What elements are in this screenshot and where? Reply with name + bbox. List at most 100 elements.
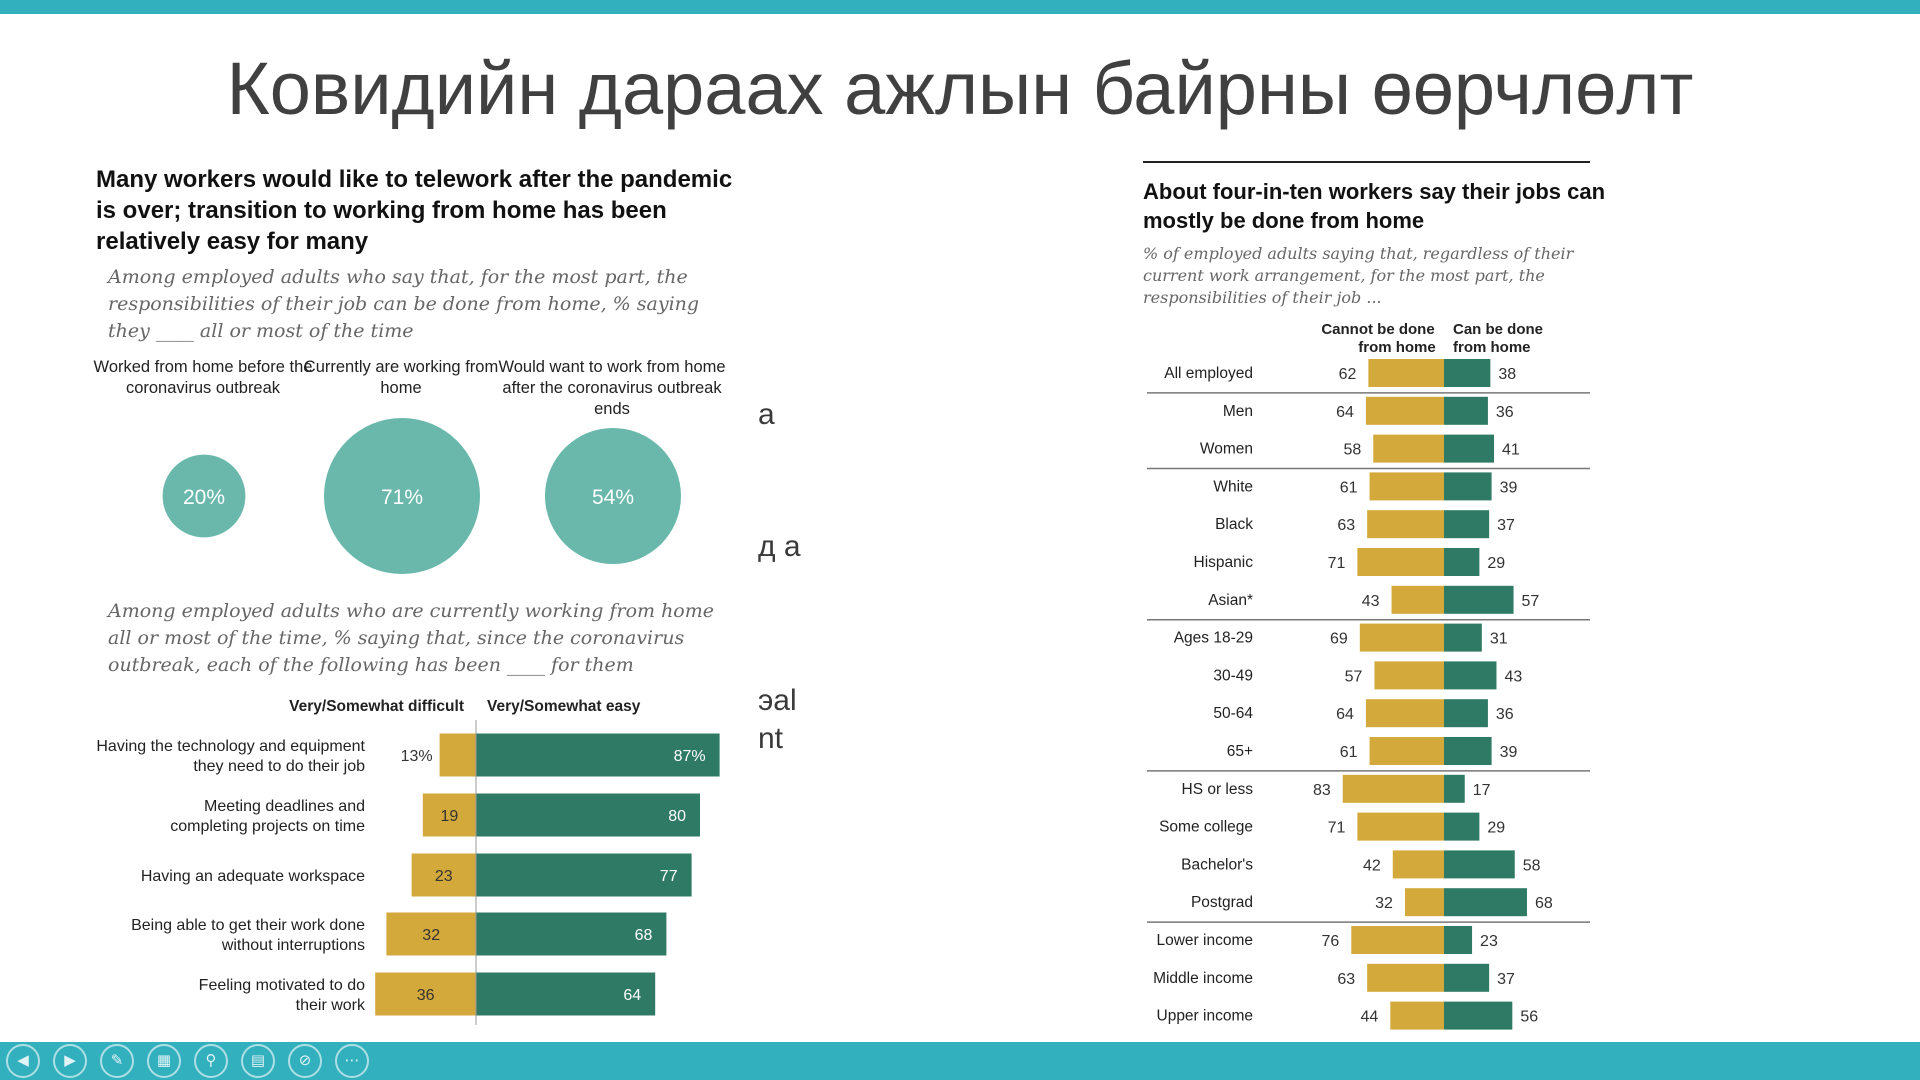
difficult-bar <box>439 733 476 777</box>
bubble-circle <box>545 428 681 564</box>
legend-difficult-label: Very/Somewhat difficult <box>289 698 464 715</box>
can-value-label: 41 <box>1502 442 1520 459</box>
can-value-label: 31 <box>1490 631 1508 648</box>
previous-icon[interactable]: ◀ <box>6 1044 40 1078</box>
difficult-bar <box>422 793 476 837</box>
slides-grid-icon[interactable]: ▦ <box>147 1044 181 1078</box>
can-value-label: 23 <box>1480 933 1498 950</box>
category-label: completing projects on time <box>170 818 365 835</box>
legend-cannot-label: from home <box>1358 339 1436 356</box>
can-bar <box>1444 548 1480 576</box>
easy-bar <box>476 793 700 837</box>
top-accent-bar <box>0 0 1920 14</box>
category-label: they need to do their job <box>193 758 365 775</box>
cannot-value-label: 58 <box>1343 442 1361 459</box>
cannot-bar <box>1342 774 1444 803</box>
category-label: White <box>1213 478 1253 495</box>
hide-icon[interactable]: ⊘ <box>288 1044 322 1078</box>
background-text-fragment: эal <box>758 684 797 717</box>
cannot-bar <box>1374 661 1444 690</box>
can-value-label: 39 <box>1500 479 1518 496</box>
bubble-value-label: 54% <box>592 486 634 509</box>
category-label: HS or less <box>1182 781 1254 798</box>
can-value-label: 57 <box>1522 593 1540 610</box>
category-label: without interruptions <box>221 937 365 954</box>
cannot-bar <box>1357 548 1444 576</box>
can-value-label: 17 <box>1473 782 1491 799</box>
pen-icon[interactable]: ✎ <box>100 1044 134 1078</box>
difficult-value-label: 32 <box>422 927 440 944</box>
cannot-value-label: 83 <box>1313 782 1331 799</box>
can-value-label: 36 <box>1496 404 1514 421</box>
can-value-label: 37 <box>1497 971 1515 988</box>
background-text-fragment: а <box>758 398 775 431</box>
can-bar <box>1444 1001 1513 1030</box>
right-chart-title: About four-in-ten workers say their jobs… <box>1143 179 1606 233</box>
next-icon[interactable]: ▶ <box>53 1044 87 1078</box>
bubble-value-label: 71% <box>381 486 423 509</box>
cannot-bar <box>1390 1001 1444 1030</box>
cannot-bar <box>1369 737 1444 765</box>
can-value-label: 68 <box>1535 895 1553 912</box>
can-bar <box>1444 812 1480 841</box>
easy-value-label: 68 <box>635 927 653 944</box>
can-bar <box>1444 434 1495 463</box>
category-label: Some college <box>1159 819 1253 836</box>
cannot-value-label: 57 <box>1345 668 1363 685</box>
can-value-label: 29 <box>1487 820 1505 837</box>
legend-can-label: from home <box>1453 339 1531 356</box>
difficult-value-label: 19 <box>441 808 459 825</box>
category-label: Black <box>1215 516 1253 533</box>
difficult-value-label: 23 <box>435 868 453 885</box>
cannot-bar <box>1368 359 1444 387</box>
can-bar <box>1444 963 1490 992</box>
can-bar <box>1444 737 1492 765</box>
subtitles-icon[interactable]: ▤ <box>241 1044 275 1078</box>
category-label: Being able to get their work done <box>131 917 365 934</box>
category-label: Lower income <box>1157 932 1254 949</box>
category-label: Having an adequate workspace <box>141 868 365 885</box>
difficult-bar <box>411 853 476 897</box>
can-bar <box>1444 661 1497 690</box>
category-label: Middle income <box>1153 970 1253 987</box>
category-label: Postgrad <box>1191 894 1253 911</box>
cannot-value-label: 42 <box>1363 857 1381 874</box>
cannot-value-label: 44 <box>1361 1009 1379 1026</box>
cannot-bar <box>1367 510 1444 539</box>
zoom-icon[interactable]: ⚲ <box>194 1044 228 1078</box>
slide-title: Ковидийн дараах ажлын байрны өөрчлөлт <box>226 47 1694 130</box>
category-label: Bachelor's <box>1181 856 1253 873</box>
can-bar <box>1444 396 1488 425</box>
cannot-value-label: 64 <box>1336 404 1354 421</box>
easy-bar <box>476 853 692 897</box>
bubble-circle <box>162 454 246 538</box>
can-bar <box>1444 472 1492 501</box>
can-value-label: 43 <box>1504 668 1522 685</box>
easy-value-label: 80 <box>668 808 686 825</box>
cannot-value-label: 63 <box>1337 517 1355 534</box>
cannot-bar <box>1373 434 1444 463</box>
cannot-value-label: 43 <box>1362 593 1380 610</box>
difficult-bar <box>375 972 476 1016</box>
category-label: All employed <box>1164 365 1253 382</box>
more-icon[interactable]: ⋯ <box>335 1044 369 1078</box>
category-label: Upper income <box>1157 1008 1254 1025</box>
bubble-chart-subtitle: Among employed adults who say that, for … <box>108 266 700 342</box>
cannot-bar <box>1369 472 1444 501</box>
difficult-value-label: 13% <box>401 748 433 765</box>
cannot-value-label: 63 <box>1337 971 1355 988</box>
easy-value-label: 64 <box>623 987 641 1004</box>
difficult-bar <box>386 912 476 956</box>
can-value-label: 36 <box>1496 706 1514 723</box>
can-value-label: 29 <box>1487 555 1505 572</box>
background-text-fragment: д а <box>758 530 801 563</box>
easy-value-label: 77 <box>660 868 678 885</box>
category-label: their work <box>296 997 366 1014</box>
category-label: Ages 18-29 <box>1174 630 1253 647</box>
background-text-fragment: nt <box>758 722 784 755</box>
can-bar <box>1444 623 1482 652</box>
cannot-bar <box>1365 396 1444 425</box>
bubble-label: Worked from home before the coronavirus … <box>93 358 313 397</box>
left-chart-title: Many workers would like to telework afte… <box>96 166 733 255</box>
category-label: Feeling motivated to do <box>199 977 365 994</box>
